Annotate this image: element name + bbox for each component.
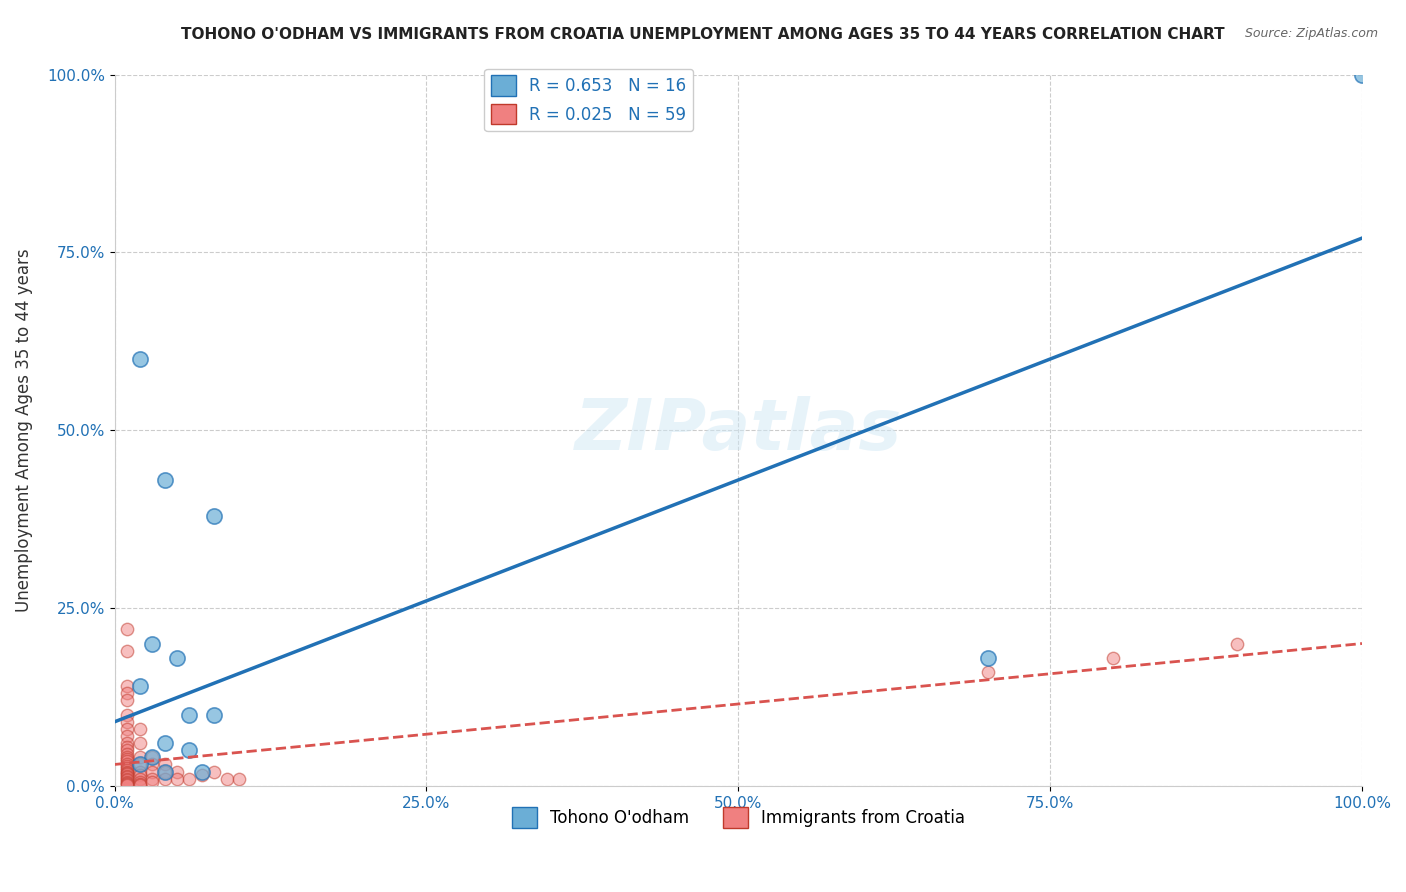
Point [115,774,138,789]
Point [202,508,225,523]
Point [115,747,138,761]
Point [115,686,138,700]
Point [153,473,176,487]
Point [115,693,138,707]
Point [115,769,138,783]
Point [115,778,138,792]
Point [115,776,138,790]
Point [191,768,214,782]
Point [166,650,188,665]
Text: TOHONO O'ODHAM VS IMMIGRANTS FROM CROATIA UNEMPLOYMENT AMONG AGES 35 TO 44 YEARS: TOHONO O'ODHAM VS IMMIGRANTS FROM CROATI… [181,27,1225,42]
Point [179,772,201,786]
Point [115,750,138,764]
Point [128,757,150,772]
Point [128,757,150,772]
Point [179,707,201,722]
Point [228,772,250,786]
Point [115,707,138,722]
Y-axis label: Unemployment Among Ages 35 to 44 years: Unemployment Among Ages 35 to 44 years [15,248,32,612]
Point [141,636,163,650]
Point [115,772,138,786]
Point [128,679,150,693]
Text: Source: ZipAtlas.com: Source: ZipAtlas.com [1244,27,1378,40]
Point [115,736,138,750]
Point [141,750,163,764]
Point [115,770,138,784]
Point [153,736,176,750]
Point [115,764,138,779]
Point [115,722,138,736]
Point [115,643,138,657]
Point [115,767,138,781]
Point [153,764,176,779]
Point [141,775,163,789]
Point [977,665,1000,679]
Point [202,764,225,779]
Point [128,750,150,764]
Point [115,773,138,788]
Point [141,750,163,764]
Point [128,778,150,792]
Point [115,623,138,637]
Point [1351,68,1374,82]
Point [202,707,225,722]
Point [141,772,163,786]
Point [153,764,176,779]
Point [166,764,188,779]
Point [128,772,150,786]
Point [115,739,138,754]
Point [115,752,138,766]
Point [115,714,138,729]
Point [153,772,176,786]
Point [128,736,150,750]
Point [128,722,150,736]
Point [128,777,150,791]
Point [179,743,201,757]
Point [1226,636,1249,650]
Point [191,764,214,779]
Point [115,679,138,693]
Point [115,757,138,772]
Point [115,743,138,757]
Point [115,754,138,768]
Point [115,766,138,780]
Point [141,764,163,779]
Point [128,775,150,789]
Point [115,729,138,743]
Text: ZIPatlas: ZIPatlas [575,396,903,465]
Legend: Tohono O'odham, Immigrants from Croatia: Tohono O'odham, Immigrants from Croatia [505,801,972,834]
Point [115,759,138,773]
Point [115,777,138,791]
Point [141,757,163,772]
Point [128,351,150,366]
Point [1101,650,1123,665]
Point [166,772,188,786]
Point [115,761,138,775]
Point [153,757,176,772]
Point [215,772,238,786]
Point [115,763,138,777]
Point [128,764,150,779]
Point [977,650,1000,665]
Point [128,768,150,782]
